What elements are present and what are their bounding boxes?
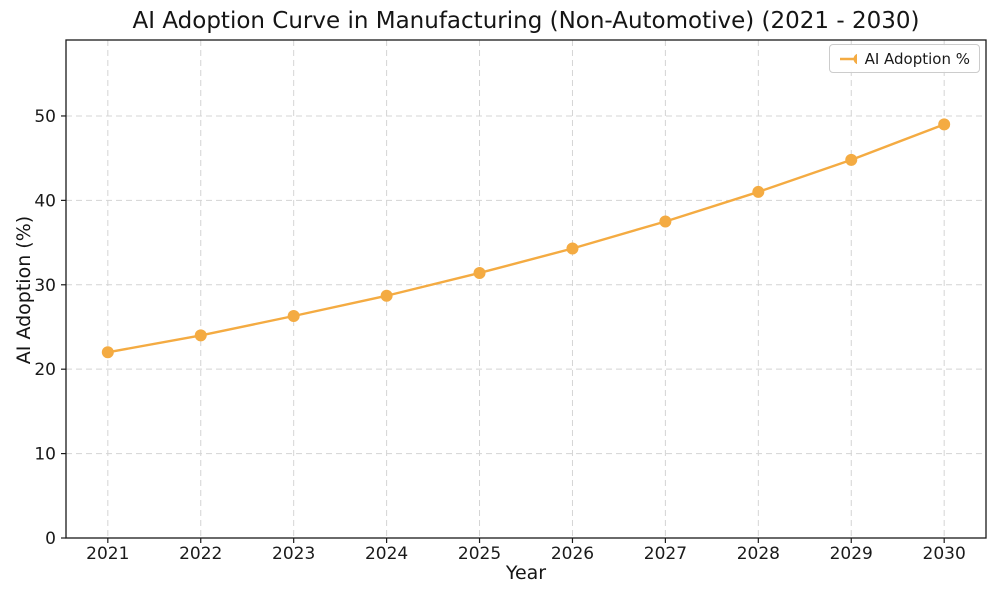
data-point-2025 bbox=[473, 266, 486, 279]
x-tick-label: 2027 bbox=[644, 544, 687, 564]
data-point-2022 bbox=[194, 329, 207, 342]
x-tick-label: 2026 bbox=[551, 544, 594, 564]
chart-title: AI Adoption Curve in Manufacturing (Non-… bbox=[132, 8, 920, 34]
data-point-2027 bbox=[659, 215, 672, 228]
y-tick-label: 0 bbox=[45, 529, 56, 549]
data-point-2023 bbox=[287, 310, 300, 323]
data-point-2029 bbox=[845, 153, 858, 166]
data-point-2021 bbox=[101, 346, 114, 359]
legend: AI Adoption % bbox=[829, 44, 980, 73]
data-point-2030 bbox=[938, 118, 951, 131]
y-tick-label: 40 bbox=[34, 191, 56, 211]
plot-border bbox=[65, 39, 987, 539]
x-tick-label: 2028 bbox=[737, 544, 780, 564]
x-tick-label: 2022 bbox=[179, 544, 222, 564]
x-tick-label: 2030 bbox=[923, 544, 966, 564]
legend-label: AI Adoption % bbox=[864, 49, 970, 68]
data-point-2024 bbox=[380, 289, 393, 302]
data-point-2026 bbox=[566, 242, 579, 255]
y-tick-label: 10 bbox=[34, 445, 56, 465]
y-axis-label: AI Adoption (%) bbox=[13, 215, 35, 365]
x-tick-label: 2025 bbox=[458, 544, 501, 564]
x-tick-label: 2024 bbox=[365, 544, 408, 564]
y-tick-label: 30 bbox=[34, 276, 56, 296]
y-tick-label: 20 bbox=[34, 360, 56, 380]
legend-line-marker-icon bbox=[840, 53, 857, 64]
y-tick-label: 50 bbox=[34, 107, 56, 127]
x-tick-label: 2029 bbox=[830, 544, 873, 564]
x-tick-label: 2021 bbox=[86, 544, 129, 564]
x-tick-label: 2023 bbox=[272, 544, 315, 564]
data-point-2028 bbox=[752, 185, 765, 198]
data-line bbox=[106, 123, 946, 354]
x-axis-label: Year bbox=[505, 562, 547, 584]
